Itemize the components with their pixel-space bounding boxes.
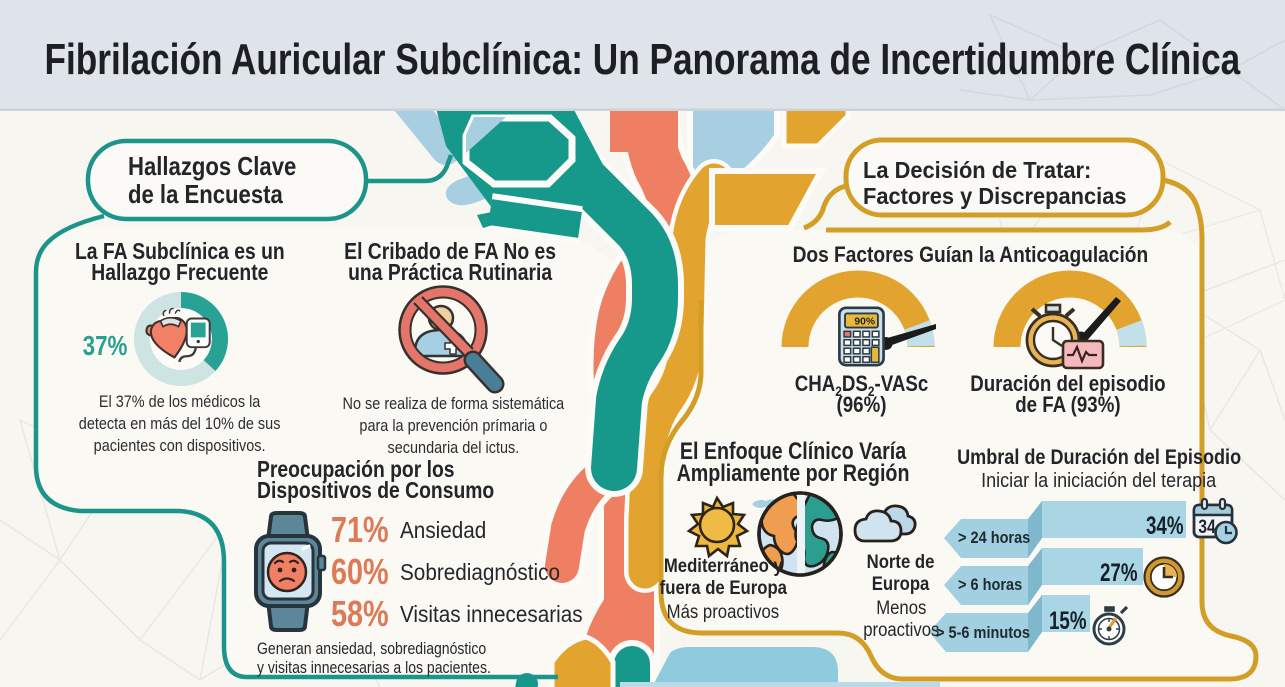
svg-text:34: 34 (1198, 516, 1216, 538)
svg-text:90%: 90% (854, 317, 875, 328)
